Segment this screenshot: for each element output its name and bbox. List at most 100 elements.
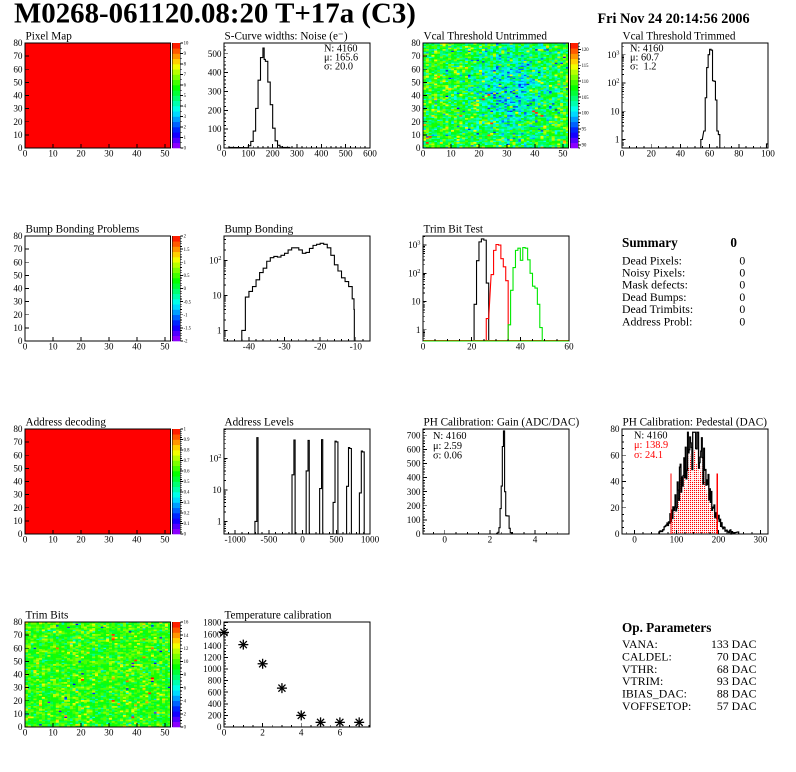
svg-text:1: 1 xyxy=(217,517,222,527)
svg-text:CALDEL:: CALDEL: xyxy=(622,649,672,663)
svg-text:0: 0 xyxy=(184,287,187,292)
svg-text:1: 1 xyxy=(416,325,421,335)
svg-text:12: 12 xyxy=(184,647,189,652)
svg-text:0: 0 xyxy=(18,143,23,153)
svg-text:20: 20 xyxy=(13,117,23,127)
svg-text:10: 10 xyxy=(48,341,58,351)
svg-text:500: 500 xyxy=(339,148,353,158)
svg-text:20: 20 xyxy=(13,696,23,706)
svg-text:1000: 1000 xyxy=(203,664,222,674)
svg-text:1: 1 xyxy=(184,428,187,433)
svg-text:PH Calibration: Gain (ADC/DAC): PH Calibration: Gain (ADC/DAC) xyxy=(424,416,580,428)
svg-text:Address Levels: Address Levels xyxy=(225,416,294,428)
svg-text:2: 2 xyxy=(488,534,493,544)
svg-text:10: 10 xyxy=(48,727,58,737)
svg-text:0: 0 xyxy=(184,726,187,731)
svg-text:800: 800 xyxy=(208,676,222,686)
svg-text:500: 500 xyxy=(208,49,222,59)
svg-text:20: 20 xyxy=(76,534,86,544)
svg-text:50: 50 xyxy=(160,341,170,351)
svg-text:μ: 165.6: μ: 165.6 xyxy=(324,53,358,64)
svg-text:0: 0 xyxy=(421,148,426,158)
svg-text:300: 300 xyxy=(407,487,421,497)
svg-text:2: 2 xyxy=(184,713,187,718)
svg-text:500: 500 xyxy=(329,534,343,544)
svg-text:8: 8 xyxy=(184,63,187,68)
svg-text:-1.5: -1.5 xyxy=(184,327,192,332)
svg-text:103: 103 xyxy=(408,240,420,251)
svg-text:40: 40 xyxy=(610,477,620,487)
svg-text:Temperature calibration: Temperature calibration xyxy=(225,609,332,621)
svg-text:0.9: 0.9 xyxy=(184,438,191,443)
svg-text:30: 30 xyxy=(13,297,23,307)
svg-text:30: 30 xyxy=(104,341,114,351)
svg-text:60: 60 xyxy=(564,341,574,351)
svg-text:4: 4 xyxy=(184,700,187,705)
svg-text:50: 50 xyxy=(160,727,170,737)
svg-text:133 DAC: 133 DAC xyxy=(711,637,757,651)
svg-text:10: 10 xyxy=(212,291,222,301)
svg-text:30: 30 xyxy=(13,683,23,693)
svg-text:σ: 0.06: σ: 0.06 xyxy=(433,451,462,462)
svg-text:30: 30 xyxy=(502,148,512,158)
svg-text:σ: 1.2: σ: 1.2 xyxy=(630,62,656,73)
svg-text:20: 20 xyxy=(411,117,421,127)
svg-text:50: 50 xyxy=(160,534,170,544)
svg-text:500: 500 xyxy=(407,459,421,469)
svg-text:40: 40 xyxy=(676,148,686,158)
svg-text:10: 10 xyxy=(610,106,620,116)
svg-text:7: 7 xyxy=(184,73,187,78)
svg-text:600: 600 xyxy=(407,444,421,454)
svg-text:50: 50 xyxy=(160,148,170,158)
svg-text:Address Probl:: Address Probl: xyxy=(622,314,692,328)
svg-text:4: 4 xyxy=(533,534,538,544)
svg-text:σ: 24.1: σ: 24.1 xyxy=(634,450,663,461)
svg-text:Bump Bonding Problems: Bump Bonding Problems xyxy=(26,223,140,235)
svg-text:90: 90 xyxy=(582,144,587,149)
svg-text:80: 80 xyxy=(13,231,23,241)
svg-text:0: 0 xyxy=(184,147,187,152)
svg-text:N: 4160: N: 4160 xyxy=(634,430,667,441)
svg-text:40: 40 xyxy=(13,670,23,680)
svg-text:70: 70 xyxy=(411,51,421,61)
svg-text:Noisy Pixels:: Noisy Pixels: xyxy=(622,266,685,280)
svg-text:60: 60 xyxy=(13,643,23,653)
svg-text:70: 70 xyxy=(13,51,23,61)
svg-text:120: 120 xyxy=(582,48,590,53)
svg-text:700: 700 xyxy=(407,430,421,440)
svg-text:0: 0 xyxy=(18,529,23,539)
svg-text:40: 40 xyxy=(516,341,526,351)
svg-text:200: 200 xyxy=(407,501,421,511)
svg-text:0: 0 xyxy=(222,148,227,158)
svg-text:0: 0 xyxy=(739,314,745,328)
svg-text:VOFFSETOP:: VOFFSETOP: xyxy=(622,699,691,713)
svg-text:10: 10 xyxy=(13,130,23,140)
svg-text:Summary: Summary xyxy=(622,235,678,250)
svg-text:30: 30 xyxy=(411,104,421,114)
svg-text:400: 400 xyxy=(208,699,222,709)
svg-text:60: 60 xyxy=(13,257,23,267)
svg-text:110: 110 xyxy=(582,80,590,85)
svg-text:40: 40 xyxy=(13,91,23,101)
svg-text:100: 100 xyxy=(582,112,590,117)
svg-text:50: 50 xyxy=(13,271,23,281)
svg-text:1.5: 1.5 xyxy=(184,248,191,253)
svg-text:70: 70 xyxy=(13,244,23,254)
svg-text:Vcal Threshold Trimmed: Vcal Threshold Trimmed xyxy=(623,30,736,42)
svg-text:400: 400 xyxy=(407,473,421,483)
svg-text:0: 0 xyxy=(739,302,745,316)
svg-text:100: 100 xyxy=(208,124,222,134)
svg-text:8: 8 xyxy=(184,673,187,678)
svg-text:μ: 2.59: μ: 2.59 xyxy=(433,441,462,452)
svg-text:1: 1 xyxy=(184,261,187,266)
svg-text:60: 60 xyxy=(610,450,620,460)
svg-text:10: 10 xyxy=(48,534,58,544)
svg-text:VANA:: VANA: xyxy=(622,637,658,651)
svg-text:80: 80 xyxy=(13,617,23,627)
svg-text:-500: -500 xyxy=(260,534,277,544)
svg-text:VTHR:: VTHR: xyxy=(622,662,657,676)
svg-text:300: 300 xyxy=(754,534,768,544)
svg-text:IBIAS_DAC:: IBIAS_DAC: xyxy=(622,687,687,701)
svg-text:4: 4 xyxy=(184,105,187,110)
svg-text:Bump Bonding: Bump Bonding xyxy=(225,223,294,235)
